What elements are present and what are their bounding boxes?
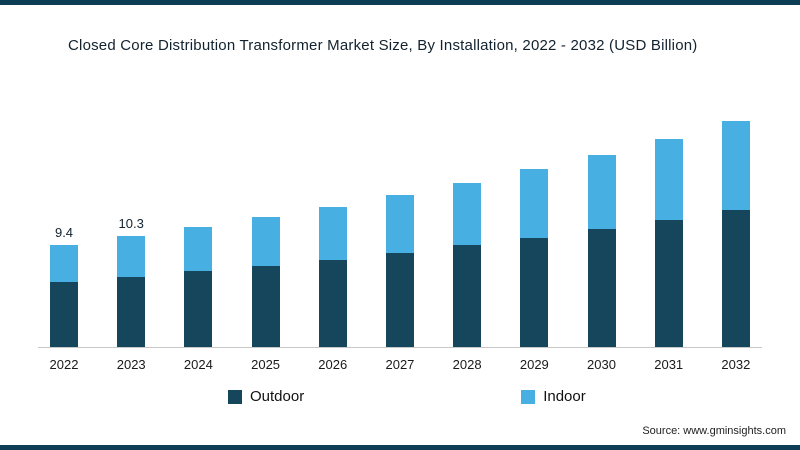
x-axis-label-2031: 2031 bbox=[654, 357, 684, 372]
bar-2030 bbox=[587, 154, 616, 347]
segment-indoor bbox=[520, 168, 549, 238]
bar-2029 bbox=[520, 168, 549, 347]
segment-outdoor bbox=[385, 253, 414, 347]
bar-2026 bbox=[318, 206, 347, 347]
x-axis-label-2030: 2030 bbox=[587, 357, 616, 372]
x-axis-label-2025: 2025 bbox=[251, 357, 281, 372]
x-axis-labels: 2022 2023 2024 2025 2026 2027 2028 2029 2030 2031… bbox=[38, 357, 762, 372]
bar-2027 bbox=[385, 194, 414, 347]
segment-indoor bbox=[50, 245, 78, 283]
x-axis-label-2029: 2029 bbox=[519, 357, 549, 372]
segment-outdoor bbox=[520, 237, 549, 347]
segment-outdoor bbox=[117, 276, 146, 347]
bar-2028 bbox=[453, 182, 482, 347]
segment-outdoor bbox=[251, 266, 280, 347]
x-axis-label-2032: 2032 bbox=[721, 357, 751, 372]
segment-outdoor bbox=[654, 219, 683, 347]
legend-label-outdoor: Outdoor bbox=[250, 388, 305, 405]
bars: 9.4 10.3 bbox=[38, 86, 762, 348]
legend-item-indoor: Indoor bbox=[521, 388, 586, 405]
x-axis-label-2022: 2022 bbox=[49, 357, 79, 372]
bar-2024 bbox=[184, 227, 213, 347]
x-axis-label-2026: 2026 bbox=[318, 357, 348, 372]
outdoor-swatch-icon bbox=[228, 389, 242, 404]
x-axis-label-2023: 2023 bbox=[116, 357, 146, 372]
x-axis-label-2027: 2027 bbox=[385, 357, 415, 372]
bar-2022: 9.4 bbox=[50, 225, 78, 347]
segment-indoor bbox=[587, 154, 616, 230]
bar-2023: 10.3 bbox=[117, 216, 146, 347]
plot-area: 9.4 10.3 2022 2023 2024 2025 2026 2027 2028 2029… bbox=[38, 86, 762, 372]
indoor-swatch-icon bbox=[521, 389, 536, 404]
x-axis-label-2024: 2024 bbox=[183, 357, 213, 372]
bar-2025 bbox=[251, 217, 280, 347]
bar-2032 bbox=[721, 121, 750, 347]
chart-title: Closed Core Distribution Transformer Mar… bbox=[68, 37, 698, 54]
segment-indoor bbox=[721, 121, 750, 210]
segment-indoor bbox=[117, 235, 146, 277]
segment-indoor bbox=[453, 182, 482, 246]
segment-indoor bbox=[184, 227, 213, 272]
segment-outdoor bbox=[587, 229, 616, 347]
source-attribution: Source: www.gminsights.com bbox=[642, 425, 786, 437]
segment-indoor bbox=[654, 138, 683, 220]
bar-2031 bbox=[654, 138, 683, 347]
legend: Outdoor Indoor bbox=[228, 388, 800, 405]
segment-indoor bbox=[385, 194, 414, 254]
legend-item-outdoor: Outdoor bbox=[228, 388, 304, 405]
segment-indoor bbox=[251, 217, 280, 266]
bar-value-label: 10.3 bbox=[118, 215, 144, 231]
segment-outdoor bbox=[453, 245, 482, 347]
x-axis-label-2028: 2028 bbox=[452, 357, 482, 372]
segment-outdoor bbox=[721, 209, 750, 347]
segment-indoor bbox=[318, 206, 347, 260]
legend-label-indoor: Indoor bbox=[543, 388, 586, 405]
segment-outdoor bbox=[184, 271, 213, 347]
bar-value-label: 9.4 bbox=[54, 225, 74, 241]
segment-outdoor bbox=[318, 259, 347, 347]
segment-outdoor bbox=[50, 282, 78, 347]
